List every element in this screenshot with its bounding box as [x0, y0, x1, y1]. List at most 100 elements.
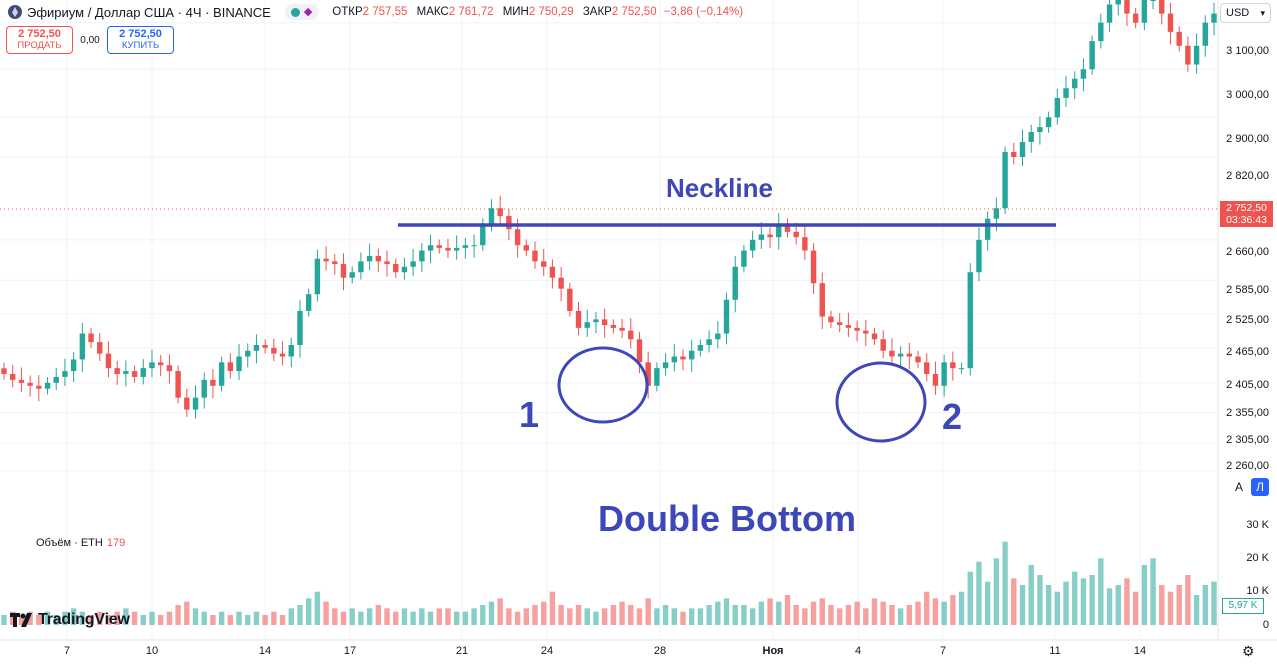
candle-body	[654, 368, 660, 386]
ethereum-icon	[8, 5, 22, 19]
market-status-pill[interactable]: ◆	[284, 4, 319, 20]
candle-body	[732, 266, 738, 300]
buy-button[interactable]: 2 752,50 КУПИТЬ	[107, 26, 174, 54]
candle-body	[427, 245, 434, 251]
volume-bar	[166, 611, 173, 625]
change-value: −3,86 (−0,14%)	[663, 6, 744, 18]
high-label: МАКС	[416, 6, 449, 18]
data-provider-icon: ◆	[303, 5, 313, 18]
volume-bar	[889, 605, 895, 625]
candle-body	[314, 258, 321, 295]
candle-body	[480, 223, 486, 246]
volume-bar	[906, 605, 913, 625]
ohlc-values: ОТКР2 757,55 МАКС2 761,72 МИН2 750,29 ЗА…	[326, 6, 743, 18]
volume-bar	[836, 608, 843, 625]
candle-body	[628, 330, 634, 340]
candle-body	[332, 261, 338, 265]
volume-bar	[776, 601, 782, 625]
volume-bar	[1185, 575, 1191, 625]
volume-legend[interactable]: Объём · ETH 179	[36, 537, 125, 549]
candle-body	[828, 316, 834, 323]
candle-body	[1176, 31, 1182, 46]
volume-bar	[1054, 591, 1061, 625]
candle-body	[1054, 97, 1061, 118]
price-tick: 2 355,00	[1226, 407, 1269, 419]
volume-bar	[453, 611, 460, 625]
volume-bar	[114, 611, 120, 625]
volume-bar	[1098, 558, 1104, 625]
volume-bar	[140, 615, 146, 625]
volume-tick: 20 K	[1246, 552, 1269, 564]
price-tick: 2 900,00	[1226, 133, 1269, 145]
volume-bar	[1211, 581, 1217, 625]
volume-bar	[941, 601, 947, 625]
volume-bar	[184, 601, 190, 625]
candle-body	[819, 283, 825, 317]
candle-body	[697, 344, 704, 351]
candle-body	[1, 368, 7, 375]
candle-body	[1080, 69, 1087, 79]
currency-selector[interactable]: USD ▾	[1220, 3, 1271, 23]
candle-body	[192, 397, 199, 410]
candle-body	[758, 234, 765, 240]
candle-body	[358, 261, 364, 273]
candle-body	[854, 327, 860, 331]
candle-body	[880, 339, 886, 351]
volume-bar	[506, 608, 512, 625]
volume-bar	[236, 611, 242, 625]
volume-bar	[480, 605, 486, 625]
volume-bar	[793, 605, 799, 625]
last-price-value: 2 752,50	[1226, 202, 1267, 214]
candle-body	[1072, 78, 1078, 89]
volume-bar	[488, 601, 495, 625]
candle-body	[593, 319, 599, 323]
candle-body	[419, 250, 425, 262]
spread-value: 0,00	[80, 34, 100, 46]
log-scale-button[interactable]: Л	[1251, 478, 1269, 496]
price-tick: 3 000,00	[1226, 89, 1269, 101]
candle-body	[184, 397, 190, 410]
candle-body	[671, 356, 677, 363]
bottom-2-circle	[835, 361, 927, 443]
symbol-title[interactable]: Эфириум / Доллар США · 4Ч · BINANCE	[27, 4, 271, 20]
volume-bar	[628, 605, 634, 625]
candle-body	[1167, 13, 1174, 32]
candle-body	[393, 264, 399, 273]
volume-bar	[192, 608, 199, 625]
candle-body	[1063, 88, 1069, 98]
candle-body	[601, 319, 608, 326]
candle-body	[662, 362, 669, 369]
price-tick: 2 405,00	[1226, 379, 1269, 391]
candle-body	[340, 264, 347, 278]
sell-button[interactable]: 2 752,50 ПРОДАТЬ	[6, 26, 73, 54]
volume-bar	[706, 605, 712, 625]
candle-body	[271, 347, 277, 354]
volume-bar	[157, 615, 164, 625]
candle-body	[210, 379, 216, 386]
time-tick: 24	[540, 645, 554, 657]
candle-body	[976, 239, 982, 273]
candle-body	[218, 362, 225, 386]
volume-bar	[871, 598, 878, 625]
candle-body	[767, 234, 773, 238]
settings-gear-icon[interactable]: ⚙	[1242, 643, 1255, 659]
volume-bar	[462, 611, 469, 625]
volume-value: 179	[106, 537, 126, 549]
candle-body	[532, 250, 538, 262]
candle-body	[506, 216, 512, 230]
volume-bar	[680, 611, 686, 625]
volume-bar	[1124, 578, 1130, 625]
candle-body	[488, 208, 495, 224]
sell-label: ПРОДАТЬ	[17, 40, 62, 51]
tradingview-logo[interactable]: TradingView	[10, 611, 130, 629]
candle-body	[784, 223, 791, 232]
candle-body	[924, 362, 930, 375]
candle-body	[567, 288, 573, 311]
time-tick: 17	[343, 645, 357, 657]
candle-body	[149, 362, 155, 369]
volume-bar	[471, 608, 477, 625]
volume-bar	[915, 601, 921, 625]
volume-bar	[697, 608, 704, 625]
auto-scale-button[interactable]: A	[1234, 480, 1243, 494]
